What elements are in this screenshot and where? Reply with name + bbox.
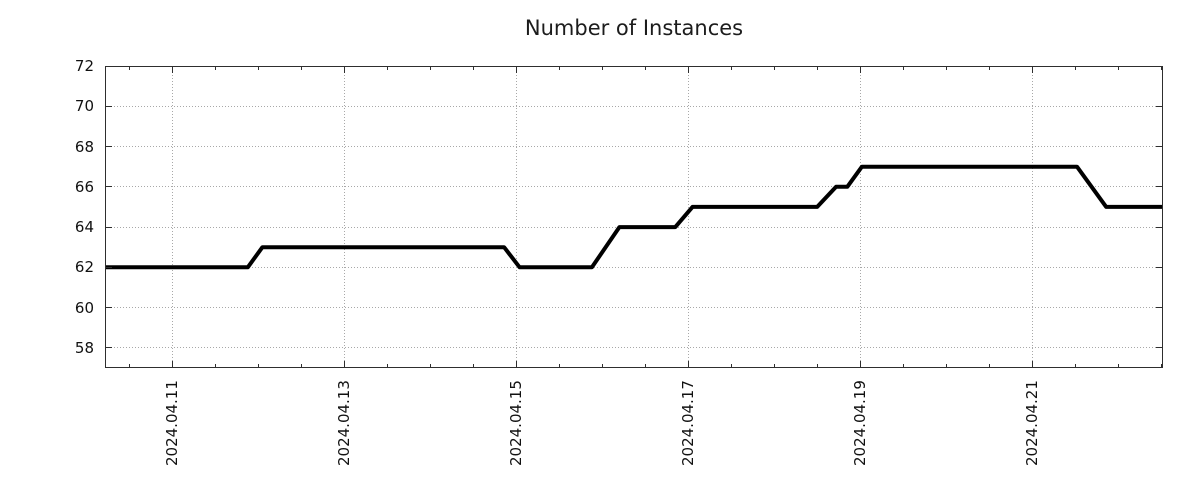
y-tick-mark (105, 105, 112, 107)
x-tick-mark (214, 66, 216, 70)
y-gridline (105, 266, 1163, 268)
x-tick-label: 2024.04.19 (851, 380, 870, 466)
y-tick-label: 68 (74, 137, 94, 156)
x-tick-mark (1074, 364, 1076, 368)
y-tick-mark (105, 186, 112, 188)
x-tick-label: 2024.04.11 (163, 380, 182, 466)
x-tick-mark (902, 364, 904, 368)
x-tick-mark (171, 361, 173, 368)
y-tick-mark (1156, 347, 1163, 349)
x-tick-mark (429, 66, 431, 70)
y-tick-mark (1156, 266, 1163, 268)
y-tick-mark (1156, 65, 1163, 67)
x-tick-mark (214, 364, 216, 368)
x-tick-mark (687, 66, 689, 73)
x-tick-mark (1160, 66, 1162, 70)
x-tick-mark (257, 364, 259, 368)
x-tick-mark (558, 66, 560, 70)
x-tick-label: 2024.04.15 (507, 380, 526, 466)
y-tick-mark (1156, 146, 1163, 148)
x-tick-mark (386, 66, 388, 70)
x-tick-mark (472, 364, 474, 368)
x-tick-mark (1117, 364, 1119, 368)
y-gridline (105, 347, 1163, 349)
y-tick-label: 70 (74, 97, 94, 116)
x-tick-mark (343, 361, 345, 368)
y-gridline (105, 186, 1163, 188)
x-tick-mark (386, 364, 388, 368)
y-tick-mark (105, 226, 112, 228)
y-tick-mark (105, 347, 112, 349)
y-tick-label: 60 (74, 298, 94, 317)
y-tick-mark (105, 146, 112, 148)
x-gridline (859, 66, 861, 368)
x-tick-mark (816, 364, 818, 368)
x-tick-mark (558, 364, 560, 368)
y-tick-label: 58 (74, 338, 94, 357)
y-tick-label: 62 (74, 258, 94, 277)
x-tick-mark (515, 66, 517, 73)
y-tick-mark (105, 65, 112, 67)
chart-title: Number of Instances (524, 16, 744, 40)
x-tick-mark (988, 364, 990, 368)
plot-area (105, 65, 1163, 368)
y-gridline (105, 105, 1163, 107)
x-tick-label: 2024.04.21 (1023, 380, 1042, 466)
x-tick-mark (472, 66, 474, 70)
y-gridline (105, 146, 1163, 148)
y-gridline (105, 307, 1163, 309)
x-tick-mark (1117, 66, 1119, 70)
x-tick-mark (300, 364, 302, 368)
x-tick-mark (730, 66, 732, 70)
x-tick-mark (859, 361, 861, 368)
x-tick-mark (515, 361, 517, 368)
y-tick-mark (1156, 105, 1163, 107)
x-tick-label: 2024.04.13 (335, 380, 354, 466)
x-tick-mark (128, 66, 130, 70)
x-tick-mark (601, 364, 603, 368)
x-gridline (515, 66, 517, 368)
x-tick-mark (859, 66, 861, 73)
series-line-svg (105, 164, 1163, 270)
x-tick-mark (730, 364, 732, 368)
series-line-instances (105, 164, 1163, 270)
x-tick-mark (773, 66, 775, 70)
x-tick-mark (816, 66, 818, 70)
y-tick-mark (1156, 186, 1163, 188)
x-tick-mark (644, 364, 646, 368)
x-tick-mark (257, 66, 259, 70)
x-tick-mark (1031, 66, 1033, 73)
x-tick-mark (945, 364, 947, 368)
y-tick-mark (105, 266, 112, 268)
x-gridline (1031, 66, 1033, 368)
x-gridline (171, 66, 173, 368)
x-tick-mark (1074, 66, 1076, 70)
x-tick-mark (343, 66, 345, 73)
x-tick-mark (1031, 361, 1033, 368)
y-tick-mark (105, 307, 112, 309)
y-tick-label: 72 (74, 57, 94, 75)
x-tick-label: 2024.04.17 (679, 380, 698, 466)
x-tick-mark (644, 66, 646, 70)
x-tick-mark (429, 364, 431, 368)
y-tick-mark (1156, 226, 1163, 228)
x-tick-mark (773, 364, 775, 368)
x-tick-mark (300, 66, 302, 70)
x-tick-mark (601, 66, 603, 70)
x-tick-mark (687, 361, 689, 368)
x-tick-mark (1160, 364, 1162, 368)
x-tick-mark (988, 66, 990, 70)
y-tick-mark (1156, 307, 1163, 309)
x-gridline (343, 66, 345, 368)
x-tick-mark (945, 66, 947, 70)
x-tick-mark (171, 66, 173, 73)
y-tick-label: 64 (74, 218, 94, 237)
x-tick-mark (902, 66, 904, 70)
x-gridline (687, 66, 689, 368)
x-tick-mark (128, 364, 130, 368)
y-tick-label: 66 (74, 177, 94, 196)
